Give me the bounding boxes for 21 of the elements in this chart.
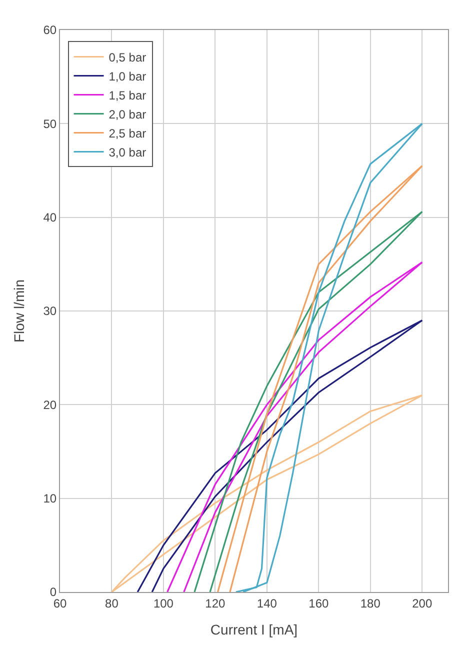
legend-label: 2,5 bar bbox=[108, 126, 146, 140]
legend-label: 3,0 bar bbox=[108, 145, 146, 160]
x-tick-label: 140 bbox=[256, 596, 278, 610]
y-tick-label: 10 bbox=[43, 492, 57, 506]
legend-label: 1,5 bar bbox=[108, 88, 146, 102]
y-tick-label: 60 bbox=[43, 23, 57, 38]
y-axis-title: Flow l/min bbox=[10, 279, 27, 343]
y-tick-label: 50 bbox=[43, 116, 57, 131]
x-tick-label: 200 bbox=[412, 596, 432, 610]
legend-label: 1,0 bar bbox=[108, 69, 146, 84]
legend-label: 2,0 bar bbox=[108, 107, 146, 122]
x-tick-label: 100 bbox=[153, 596, 174, 610]
x-tick-label: 120 bbox=[205, 596, 226, 610]
y-tick-label: 20 bbox=[43, 398, 57, 412]
x-tick-label: 80 bbox=[105, 596, 119, 610]
x-tick-label: 160 bbox=[308, 596, 329, 610]
x-tick-label: 180 bbox=[360, 596, 381, 610]
legend-label: 0,5 bar bbox=[108, 50, 146, 64]
x-axis-title: Current I [mA] bbox=[210, 622, 298, 638]
y-tick-label: 40 bbox=[43, 210, 57, 225]
y-tick-label: 30 bbox=[43, 304, 57, 318]
